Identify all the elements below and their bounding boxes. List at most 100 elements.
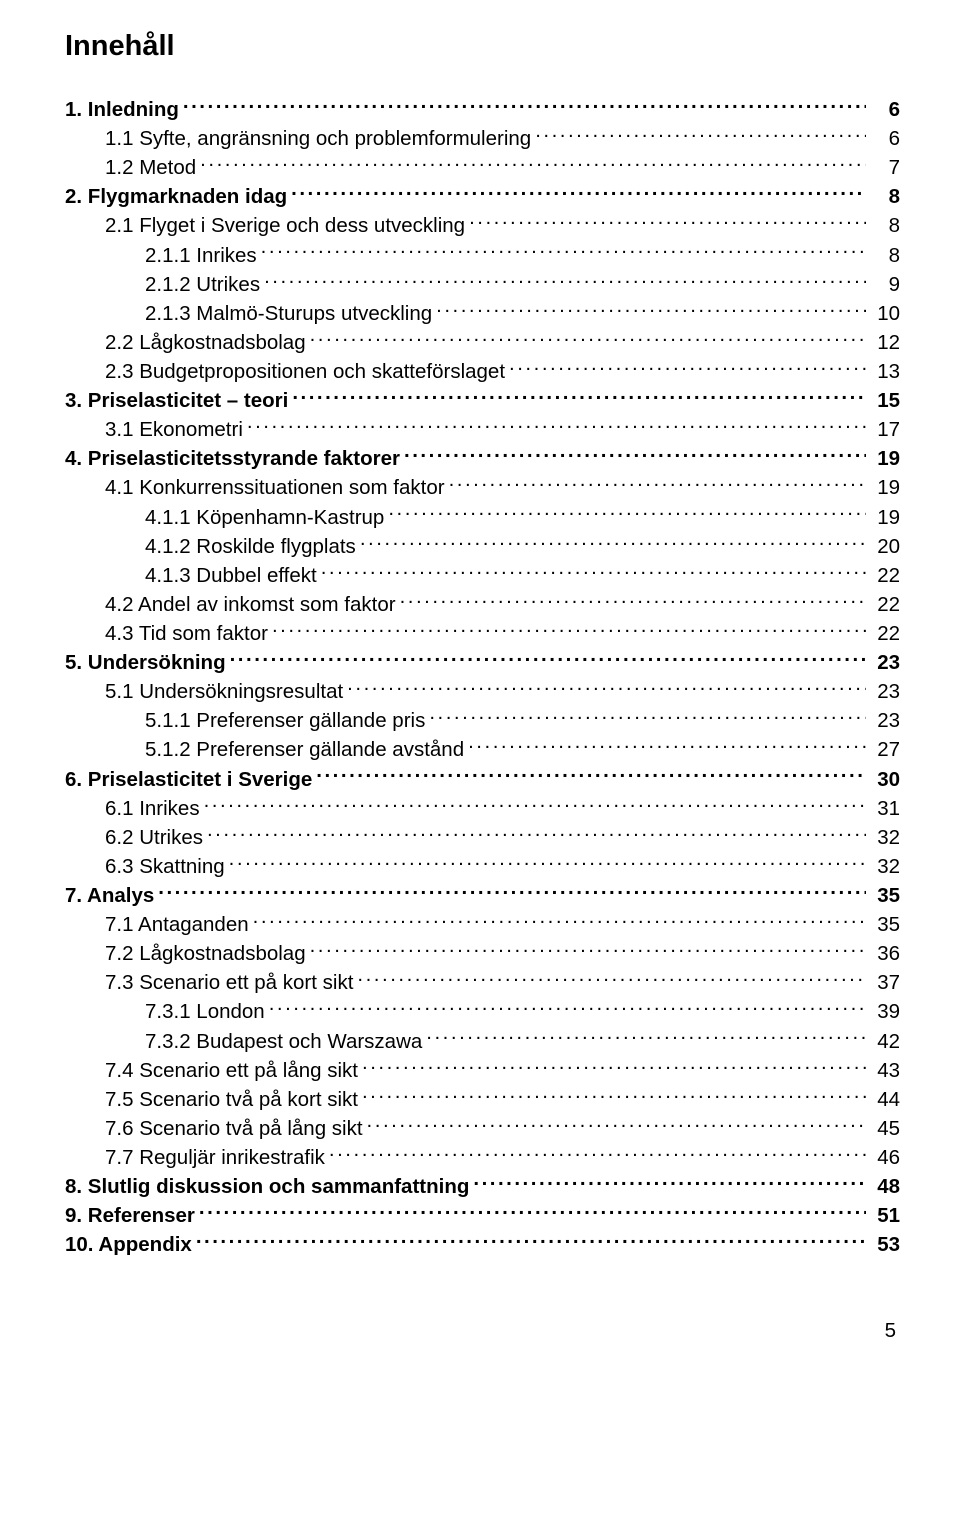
toc-entry-label: 2.1.3 Malmö-Sturups utveckling	[145, 299, 432, 328]
toc-entry-page: 22	[870, 561, 900, 590]
toc-leader-dots	[199, 1202, 866, 1223]
toc-entry: 7.7 Reguljär inrikestrafik 46	[65, 1143, 900, 1172]
toc-entry: 2.3 Budgetpropositionen och skatteförsla…	[65, 357, 900, 386]
toc-leader-dots	[310, 328, 866, 349]
toc-entry: 3. Priselasticitet – teori15	[65, 386, 900, 415]
toc-entry: 5.1.2 Preferenser gällande avstånd27	[65, 735, 900, 764]
toc-entry-page: 6	[870, 95, 900, 124]
toc-entry-label: 5. Undersökning	[65, 648, 226, 677]
toc-entry: 4.1.2 Roskilde flygplats20	[65, 532, 900, 561]
toc-entry-page: 10	[870, 299, 900, 328]
toc-entry: 2.1.2 Utrikes9	[65, 270, 900, 299]
toc-entry-label: 1.2 Metod	[105, 153, 196, 182]
toc-entry-page: 8	[870, 241, 900, 270]
toc-entry: 4.2 Andel av inkomst som faktor 22	[65, 590, 900, 619]
toc-leader-dots	[362, 1085, 866, 1106]
toc-entry-label: 6. Priselasticitet i Sverige	[65, 765, 312, 794]
toc-leader-dots	[207, 823, 866, 844]
toc-entry-page: 43	[870, 1056, 900, 1085]
toc-leader-dots	[183, 96, 866, 117]
toc-entry-label: 9. Referenser	[65, 1201, 195, 1230]
toc-entry-page: 27	[870, 735, 900, 764]
toc-leader-dots	[449, 474, 866, 495]
toc-entry-label: 5.1.1 Preferenser gällande pris	[145, 706, 425, 735]
toc-entry-label: 3.1 Ekonometri	[105, 415, 243, 444]
toc-leader-dots	[321, 561, 866, 582]
toc-entry-label: 2.3 Budgetpropositionen och skatteförsla…	[105, 357, 505, 386]
toc-leader-dots	[329, 1143, 866, 1164]
toc-leader-dots	[468, 736, 866, 757]
toc-entry: 7.3.2 Budapest och Warszawa42	[65, 1027, 900, 1056]
toc-leader-dots	[360, 532, 866, 553]
toc-leader-dots	[429, 707, 866, 728]
toc-entry-label: 10. Appendix	[65, 1230, 192, 1259]
toc-entry: 1.1 Syfte, angränsning och problemformul…	[65, 124, 900, 153]
toc-entry-label: 7.3 Scenario ett på kort sikt	[105, 968, 353, 997]
toc-entry: 3.1 Ekonometri17	[65, 415, 900, 444]
toc-entry: 7.4 Scenario ett på lång sikt43	[65, 1056, 900, 1085]
toc-entry-label: 4.1.3 Dubbel effekt	[145, 561, 317, 590]
toc-entry-page: 23	[870, 677, 900, 706]
toc-entry-label: 7.3.2 Budapest och Warszawa	[145, 1027, 422, 1056]
toc-leader-dots	[535, 125, 866, 146]
toc-entry: 7.3 Scenario ett på kort sikt 37	[65, 968, 900, 997]
toc-leader-dots	[362, 1056, 866, 1077]
toc-entry: 7. Analys35	[65, 881, 900, 910]
toc-entry-page: 46	[870, 1143, 900, 1172]
toc-entry-page: 32	[870, 823, 900, 852]
toc-leader-dots	[200, 154, 866, 175]
toc-entry: 8. Slutlig diskussion och sammanfattning…	[65, 1172, 900, 1201]
toc-entry: 7.2 Lågkostnadsbolag36	[65, 939, 900, 968]
toc-entry-page: 19	[870, 473, 900, 502]
toc-entry-label: 7.2 Lågkostnadsbolag	[105, 939, 306, 968]
toc-entry: 6.1 Inrikes31	[65, 794, 900, 823]
toc-entry-page: 39	[870, 997, 900, 1026]
toc-entry-label: 6.1 Inrikes	[105, 794, 200, 823]
toc-entry-page: 12	[870, 328, 900, 357]
toc-entry: 5.1.1 Preferenser gällande pris 23	[65, 706, 900, 735]
toc-entry-page: 22	[870, 590, 900, 619]
toc-leader-dots	[204, 794, 866, 815]
toc-entry: 1.2 Metod7	[65, 153, 900, 182]
toc-entry: 7.1 Antaganden35	[65, 910, 900, 939]
toc-leader-dots	[247, 416, 866, 437]
toc-entry-page: 53	[870, 1230, 900, 1259]
toc-entry-label: 7.5 Scenario två på kort sikt	[105, 1085, 358, 1114]
toc-entry: 1. Inledning6	[65, 95, 900, 124]
toc-leader-dots	[291, 183, 866, 204]
toc-entry-label: 8. Slutlig diskussion och sammanfattning	[65, 1172, 469, 1201]
toc-entry-label: 6.3 Skattning	[105, 852, 225, 881]
toc-entry-label: 4.2 Andel av inkomst som faktor	[105, 590, 396, 619]
toc-entry: 4.1 Konkurrenssituationen som faktor19	[65, 473, 900, 502]
toc-entry-page: 44	[870, 1085, 900, 1114]
toc-entry-page: 51	[870, 1201, 900, 1230]
toc-entry: 7.6 Scenario två på lång sikt45	[65, 1114, 900, 1143]
toc-entry: 4.1.3 Dubbel effekt 22	[65, 561, 900, 590]
toc-entry-page: 20	[870, 532, 900, 561]
toc-entry-page: 22	[870, 619, 900, 648]
toc-leader-dots	[436, 299, 866, 320]
toc-entry-page: 23	[870, 706, 900, 735]
toc-entry-label: 1.1 Syfte, angränsning och problemformul…	[105, 124, 531, 153]
toc-entry: 6.3 Skattning32	[65, 852, 900, 881]
toc-entry: 2. Flygmarknaden idag8	[65, 182, 900, 211]
toc-leader-dots	[229, 852, 866, 873]
toc-entry-label: 6.2 Utrikes	[105, 823, 203, 852]
toc-title: Innehåll	[65, 30, 900, 63]
toc-leader-dots	[310, 940, 866, 961]
toc-entry-label: 5.1 Undersökningsresultat	[105, 677, 343, 706]
toc-entry-label: 7.7 Reguljär inrikestrafik	[105, 1143, 325, 1172]
toc-entry-page: 8	[870, 211, 900, 240]
toc-entry-page: 13	[870, 357, 900, 386]
toc-leader-dots	[367, 1114, 866, 1135]
toc-entry-label: 4.3 Tid som faktor	[105, 619, 268, 648]
toc-entry-page: 6	[870, 124, 900, 153]
toc-entry-page: 37	[870, 968, 900, 997]
toc-entry-page: 9	[870, 270, 900, 299]
toc-list: 1. Inledning61.1 Syfte, angränsning och …	[65, 95, 900, 1259]
toc-leader-dots	[196, 1231, 866, 1252]
toc-leader-dots	[426, 1027, 866, 1048]
toc-leader-dots	[158, 881, 866, 902]
toc-entry: 5. Undersökning23	[65, 648, 900, 677]
toc-entry-page: 19	[870, 503, 900, 532]
